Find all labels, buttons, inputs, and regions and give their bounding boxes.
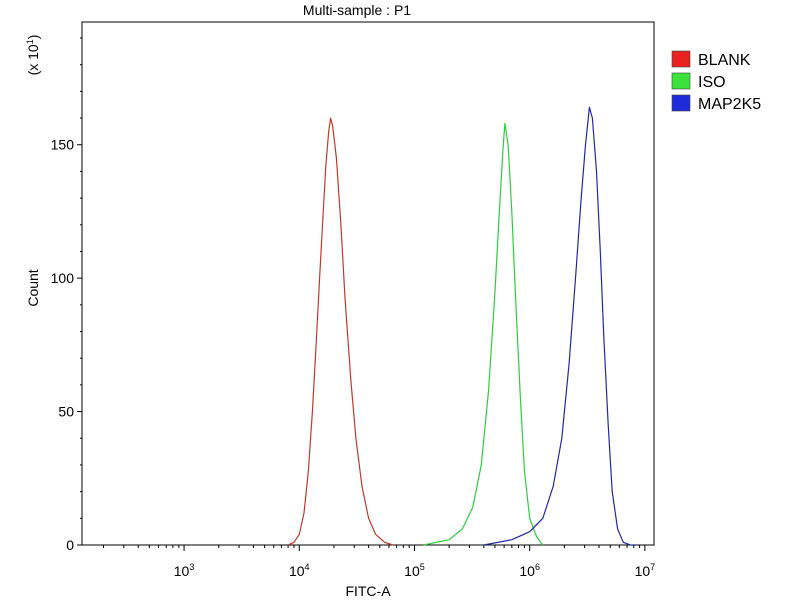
x-axis: 103 104 105 106 107 xyxy=(104,545,656,579)
x-tick-label: 107 xyxy=(635,562,656,579)
legend: BLANK ISO MAP2K5 xyxy=(672,51,761,113)
legend-swatch-blank xyxy=(672,51,690,67)
series-line-map2k5 xyxy=(484,107,636,545)
legend-label-map2k5: MAP2K5 xyxy=(698,96,761,113)
series-line-iso xyxy=(424,123,543,545)
x-tick-label: 104 xyxy=(289,562,310,579)
legend-swatch-map2k5 xyxy=(672,95,690,111)
x-tick-label: 103 xyxy=(174,562,195,579)
chart-title: Multi-sample : P1 xyxy=(303,2,411,18)
y-axis-label: Count xyxy=(25,269,41,306)
x-axis-label: FITC-A xyxy=(345,583,391,599)
x-tick-label: 106 xyxy=(519,562,540,579)
legend-label-blank: BLANK xyxy=(698,52,751,69)
y-tick-label: 100 xyxy=(51,270,75,286)
y-tick-label: 50 xyxy=(58,404,74,420)
y-axis: 0 50 100 150 xyxy=(51,38,82,553)
x-tick-label: 105 xyxy=(404,562,425,579)
y-multiplier: (x 101) xyxy=(25,35,41,76)
legend-swatch-iso xyxy=(672,73,690,89)
series-line-blank xyxy=(288,118,393,545)
plot-frame xyxy=(82,22,654,545)
legend-label-iso: ISO xyxy=(698,74,726,91)
y-tick-label: 0 xyxy=(66,537,74,553)
y-tick-label: 150 xyxy=(51,137,75,153)
